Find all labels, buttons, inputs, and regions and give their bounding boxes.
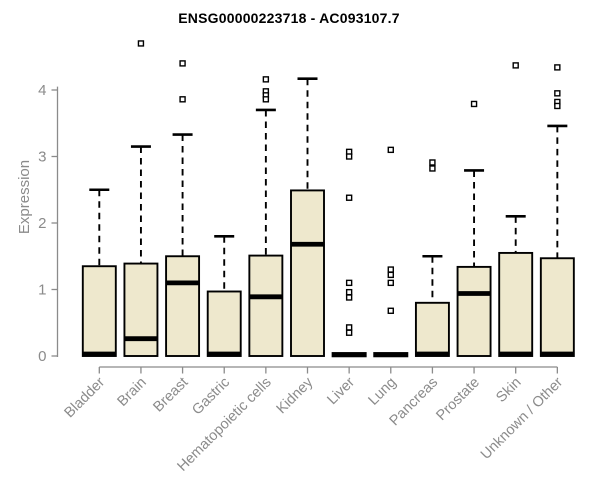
outlier-point [387, 266, 394, 273]
box-rect [123, 262, 159, 357]
y-tick-label: 2 [38, 215, 46, 232]
outlier-point [345, 288, 353, 296]
box-rect [290, 189, 325, 357]
box-rect [206, 290, 242, 357]
outlier-point [345, 324, 353, 331]
x-tick-label: Breast [150, 375, 191, 416]
collapsed-box-bar [331, 352, 367, 358]
x-tick-label: Kidney [274, 374, 317, 417]
y-tick-label: 1 [38, 282, 46, 299]
chart-title: ENSG00000223718 - AC093107.7 [178, 10, 400, 26]
outlier-point [137, 40, 145, 47]
collapsed-box-bar [373, 352, 409, 358]
x-tick-label: Skin [493, 375, 524, 406]
outlier-point [470, 100, 478, 108]
box-rect [81, 265, 117, 357]
outlier-point [512, 62, 519, 69]
y-tick-label: 4 [38, 82, 46, 99]
box-rect [539, 257, 575, 357]
outlier-point [345, 294, 353, 301]
box-rect [165, 255, 201, 357]
outlier-point [345, 153, 353, 160]
outlier-point [345, 329, 353, 336]
outlier-point [262, 76, 270, 83]
box-rect [414, 301, 450, 357]
outlier-point [429, 159, 436, 166]
x-tick-label: Lung [365, 375, 399, 409]
y-tick-label: 3 [38, 149, 46, 166]
box-rect [498, 251, 534, 357]
box-rect [456, 265, 492, 357]
x-tick-label: Prostate [433, 375, 482, 424]
x-tick-label: Brain [115, 375, 150, 410]
outlier-point [554, 102, 561, 110]
outlier-point [262, 96, 270, 103]
outlier-point [179, 96, 186, 103]
outlier-point [387, 279, 394, 287]
outlier-point [554, 64, 561, 71]
outlier-point [387, 307, 394, 314]
box-rect [248, 254, 284, 357]
outlier-point [387, 146, 394, 154]
outlier-point [554, 90, 561, 97]
outlier-point [179, 60, 186, 67]
y-tick-label: 0 [38, 348, 46, 365]
outlier-point [345, 194, 353, 201]
outlier-point [387, 271, 394, 279]
x-tick-label: Bladder [61, 374, 108, 421]
x-tick-label: Liver [324, 374, 358, 408]
outlier-point [345, 279, 353, 287]
outlier-point [429, 165, 436, 172]
